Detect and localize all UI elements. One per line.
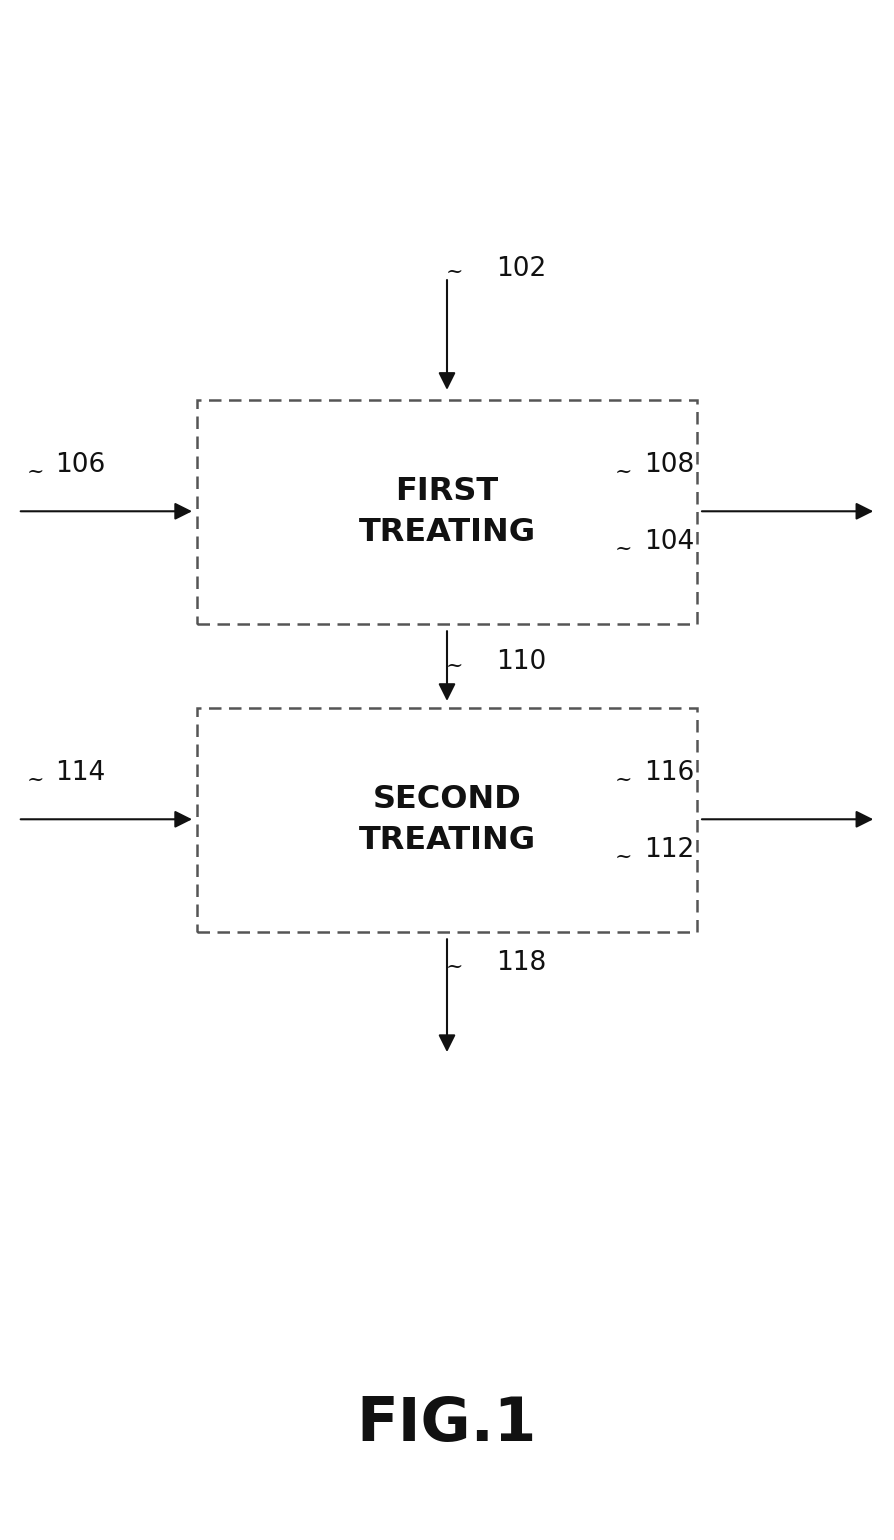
Text: 102: 102 <box>496 257 546 282</box>
Text: ~: ~ <box>615 849 633 867</box>
Text: 104: 104 <box>644 530 694 554</box>
Text: ~: ~ <box>615 541 633 559</box>
Text: 114: 114 <box>55 761 105 785</box>
Text: ~: ~ <box>615 772 633 790</box>
Text: FIRST
TREATING: FIRST TREATING <box>358 476 536 548</box>
Text: 108: 108 <box>644 453 694 477</box>
Bar <box>197 708 697 932</box>
Text: ~: ~ <box>27 772 45 790</box>
Text: 118: 118 <box>496 950 546 975</box>
Text: SECOND
TREATING: SECOND TREATING <box>358 784 536 856</box>
Text: 116: 116 <box>644 761 694 785</box>
Bar <box>197 400 697 624</box>
Text: 110: 110 <box>496 650 546 675</box>
Text: 112: 112 <box>644 838 694 862</box>
Text: ~: ~ <box>445 658 463 676</box>
Text: ~: ~ <box>445 263 463 282</box>
Text: FIG.1: FIG.1 <box>357 1395 537 1454</box>
Text: ~: ~ <box>27 464 45 482</box>
Text: ~: ~ <box>615 464 633 482</box>
Text: 106: 106 <box>55 453 105 477</box>
Text: ~: ~ <box>445 958 463 976</box>
